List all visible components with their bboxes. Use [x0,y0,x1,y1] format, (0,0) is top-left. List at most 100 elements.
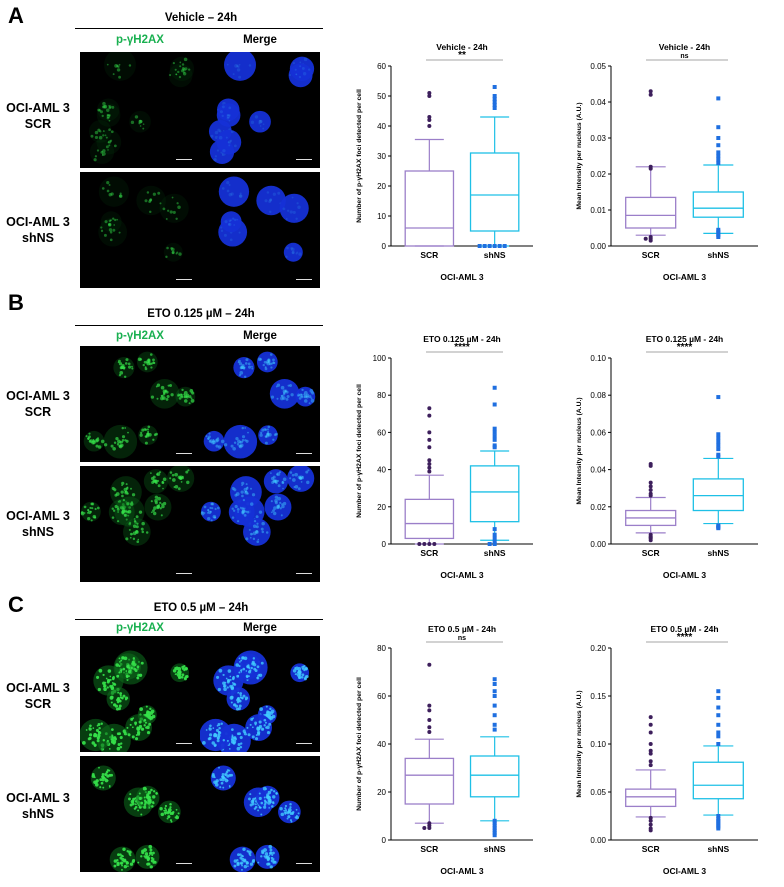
y-tick-label: 0.04 [590,98,606,107]
focus-dot [303,664,306,668]
focus-dot [249,669,252,672]
focus-dot [169,819,172,822]
x-tick-label: SCR [642,548,660,558]
focus-dot [286,246,289,250]
focus-dot [141,521,145,526]
outlier-point [492,532,497,537]
focus-dot [190,397,193,400]
focus-dot [217,733,220,736]
focus-dot [253,807,257,810]
focus-dot [127,431,129,434]
focus-dot [287,812,289,815]
focus-dot [285,255,288,259]
focus-dot [304,666,308,671]
focus-dot [264,800,268,804]
focus-dot [99,786,102,789]
micrograph-b-shns-green [80,466,200,582]
focus-dot [248,64,252,67]
outlier-point [643,236,648,241]
focus-dot [144,366,147,369]
focus-dot [244,427,247,429]
focus-dot [108,128,111,132]
focus-dot [280,385,285,390]
panel-b-rule [75,325,323,326]
focus-dot [241,868,243,871]
focus-dot [259,125,262,127]
focus-dot [119,694,122,697]
focus-dot [238,732,241,736]
focus-dot [131,365,133,368]
focus-dot [246,850,249,853]
focus-dot [299,393,303,398]
focus-dot [272,790,276,793]
focus-dot [164,809,168,812]
focus-dot [141,851,145,855]
focus-dot [290,820,293,823]
focus-dot [257,726,261,730]
focus-dot [259,707,264,712]
focus-dot [137,732,141,736]
focus-dot [167,209,170,212]
box-iqr [469,465,520,523]
focus-dot [268,200,272,204]
outlier-point [427,118,432,122]
focus-dot [128,506,132,509]
focus-dot [295,666,299,671]
focus-dot [173,486,176,488]
focus-dot [259,358,263,361]
focus-dot [258,720,262,724]
focus-dot [238,444,243,449]
focus-dot [121,509,126,514]
focus-dot [178,396,182,400]
focus-dot [127,664,130,667]
focus-dot [119,692,123,695]
focus-dot [151,801,155,804]
focus-dot [96,724,99,727]
focus-dot [222,786,225,789]
focus-dot [102,786,105,789]
focus-dot [209,439,213,443]
y-tick-label: 0.05 [590,788,606,797]
focus-dot [297,670,301,674]
focus-dot [85,435,88,438]
focus-dot [212,438,215,441]
outlier-point [716,432,721,437]
focus-dot [127,514,130,517]
focus-dot [122,667,126,671]
focus-dot [214,782,219,787]
panel-a-row1-label: OCI-AML 3 SCR [6,101,70,131]
focus-dot [118,63,121,66]
y-tick-label: 40 [377,122,386,131]
chart-title: ETO 0.5 µM - 24h [650,624,718,634]
focus-dot [111,684,114,687]
focus-dot [101,775,104,778]
focus-dot [242,366,246,370]
focus-dot [119,735,123,740]
focus-dot [222,149,226,153]
x-tick-label: SCR [420,548,438,558]
focus-dot [98,726,101,730]
focus-dot [210,134,214,138]
focus-dot [224,778,229,783]
outlier-point [648,535,653,540]
focus-dot [109,675,112,678]
focus-dot [260,527,264,531]
focus-dot [258,796,262,801]
focus-dot [213,516,216,519]
focus-dot [233,737,235,739]
focus-dot [251,735,255,739]
focus-dot [110,686,114,691]
focus-dot [132,797,136,801]
outlier-point [427,730,432,734]
focus-dot [138,673,143,677]
focus-dot [224,772,228,776]
focus-dot [280,514,283,517]
focus-dot [272,192,276,196]
focus-dot [142,123,145,125]
focus-dot [149,198,153,201]
focus-dot [283,391,286,395]
nucleus [129,110,151,133]
outlier-point [427,708,432,713]
focus-dot [250,487,252,490]
focus-dot [275,385,278,388]
